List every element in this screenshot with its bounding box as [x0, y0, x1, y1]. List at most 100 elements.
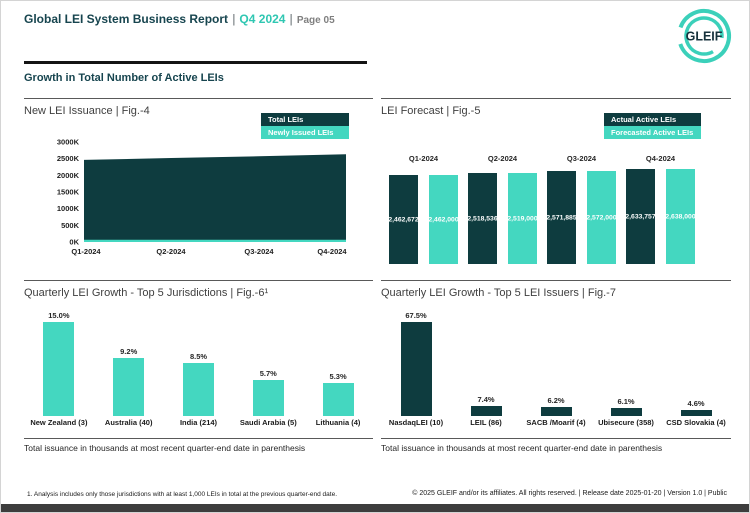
category-label: Australia (40) [104, 418, 153, 427]
category-label: CSD Slovakia (4) [666, 418, 726, 427]
bar-value-label: 67.5% [405, 311, 427, 320]
actual-bar: 2,518,536 [467, 173, 498, 264]
header-rule [24, 61, 367, 64]
bar-value-label: 8.5% [189, 351, 208, 361]
issuer-bar [470, 405, 502, 416]
x-axis-label: Q4-2024 [317, 247, 347, 256]
copyright-line: © 2025 GLEIF and/or its affiliates. All … [412, 490, 727, 497]
issuer-bar [540, 407, 572, 416]
fig5-legend: Actual Active LEIs Forecasted Active LEI… [604, 113, 701, 139]
quarter-label: Q3-2024 [566, 154, 597, 163]
category-label: LEIL (86) [470, 418, 502, 427]
bar-value-label: 2,571,885 [546, 214, 577, 222]
growth-slot: 7.4% [451, 303, 521, 416]
logo-outer-ring-icon [677, 9, 731, 64]
gleif-logo: GLEIF [671, 5, 737, 72]
actual-bar: 2,462,672 [388, 175, 419, 264]
total-leis-area [84, 154, 346, 242]
quarter-label: Q4-2024 [645, 154, 676, 163]
growth-slot: 6.2% [521, 303, 591, 416]
bar-value-label: 2,633,757 [625, 213, 656, 221]
bar-value-label: 2,519,000 [507, 215, 538, 223]
period-label: Q4 2024 [239, 12, 286, 26]
category-label: India (214) [179, 418, 218, 427]
y-axis-tick: 0K [69, 238, 79, 247]
category-label: Lithuania (4) [315, 418, 361, 427]
panel-top5-jurisdictions: Quarterly LEI Growth - Top 5 Jurisdictio… [24, 280, 373, 438]
issuer-bar [680, 409, 712, 416]
bar-value-label: 15.0% [48, 311, 70, 320]
quarter-label: Q2-2024 [487, 154, 518, 163]
fig7-bar-chart: 67.5% 7.4% 6.2% 6.1% 4.6% [381, 303, 731, 416]
bar-value-label: 2,462,000 [428, 216, 459, 224]
fig4-title: New LEI Issuance | Fig.-4 [24, 105, 150, 117]
fig5-bar-chart: Q1-2024 2,462,672 2,462,000 Q2-2024 2,518,53… [381, 99, 731, 280]
bar-value-label: 4.6% [687, 398, 705, 408]
y-axis-tick: 3000K [57, 138, 80, 147]
category-label: Ubisecure (358) [598, 418, 654, 427]
fig4-area-chart: 0K 500K 1000K 1500K 2000K 2500K 3000K Q1-2024 Q2… [57, 138, 348, 257]
fig4-legend: Total LEIs Newly Issued LEIs [261, 113, 349, 139]
forecast-bar: 2,462,000 [428, 175, 459, 264]
panel-new-lei-issuance: New LEI Issuance | Fig.-4 Total LEIs New… [24, 98, 373, 280]
fig7-title: Quarterly LEI Growth - Top 5 LEI Issuers… [381, 287, 616, 299]
growth-slot: 8.5% [164, 303, 234, 416]
bar-value-label: 9.2% [120, 347, 138, 357]
bar-value-label: 5.7% [259, 369, 277, 379]
growth-slot: 5.3% [303, 303, 373, 416]
section-title: Growth in Total Number of Active LEIs [24, 72, 224, 84]
legend-item-actual-active-leis: Actual Active LEIs [604, 113, 701, 126]
bar-value-label: 7.4% [477, 394, 495, 404]
page-bottom-bar [1, 504, 749, 512]
category-label: Saudi Arabia (5) [239, 418, 297, 427]
fig6-bar-chart: 15.0% 9.2% 8.5% 5.7% 5.3% [24, 303, 373, 416]
category-label: New Zealand (3) [30, 418, 88, 427]
fig6-category-axis: New Zealand (3) Australia (40) India (214)… [24, 418, 373, 427]
category-label: SACB /Moarif (4) [526, 418, 586, 427]
report-title: Global LEI System Business Report [24, 12, 229, 26]
y-axis-tick: 2000K [57, 171, 80, 180]
jurisdiction-bar [43, 322, 75, 416]
legend-item-forecasted-active-leis: Forecasted Active LEIs [604, 126, 701, 139]
growth-slot: 6.1% [591, 303, 661, 416]
newly-issued-strip [84, 239, 346, 242]
panel-top5-lei-issuers: Quarterly LEI Growth - Top 5 LEI Issuers… [381, 280, 731, 438]
logo-inner-ring-icon [684, 16, 724, 56]
footnote: 1. Analysis includes only those jurisdic… [27, 491, 338, 498]
jurisdiction-bar [252, 380, 284, 416]
bar-value-label: 2,638,000 [665, 213, 696, 220]
fig7-category-axis: NasdaqLEI (10) LEIL (86) SACB /Moarif (4) U… [381, 418, 731, 427]
actual-bar: 2,633,757 [625, 169, 656, 264]
gleif-logo-icon: GLEIF [677, 9, 731, 64]
legend-item-total-leis: Total LEIs [261, 113, 349, 126]
x-axis-label: Q1-2024 [71, 247, 101, 256]
growth-slot: 4.6% [661, 303, 731, 416]
bar-value-label: 5.3% [329, 371, 347, 381]
bar-value-label: 2,572,000 [586, 214, 617, 222]
y-axis-tick: 1000K [57, 204, 80, 213]
issuer-bar [610, 407, 642, 416]
fig6-title: Quarterly LEI Growth - Top 5 Jurisdictio… [24, 287, 269, 299]
jurisdiction-bar [113, 358, 145, 416]
jurisdiction-bar [322, 382, 354, 416]
category-label: NasdaqLEI (10) [388, 418, 444, 427]
growth-slot: 15.0% [24, 303, 94, 416]
quarter-label: Q1-2024 [408, 154, 439, 163]
page-number: Page 05 [296, 15, 335, 26]
bar-value-label: 6.1% [617, 396, 635, 406]
gleif-logo-text: GLEIF [686, 30, 723, 44]
y-axis-tick: 1500K [57, 188, 80, 197]
bar-value-label: 2,462,672 [388, 216, 419, 224]
growth-slot: 9.2% [94, 303, 164, 416]
actual-bar: 2,571,885 [546, 171, 577, 264]
divider: | [232, 12, 236, 26]
bar-value-label: 2,518,536 [467, 215, 498, 223]
divider: | [289, 12, 293, 26]
legend-item-newly-issued-leis: Newly Issued LEIs [261, 126, 349, 139]
growth-slot: 5.7% [233, 303, 303, 416]
x-axis-label: Q3-2024 [244, 247, 274, 256]
forecast-bar: 2,638,000 [665, 169, 696, 264]
jurisdiction-bar [182, 362, 214, 416]
forecast-bar: 2,572,000 [586, 171, 617, 264]
issuance-note-right: Total issuance in thousands at most rece… [381, 438, 731, 453]
